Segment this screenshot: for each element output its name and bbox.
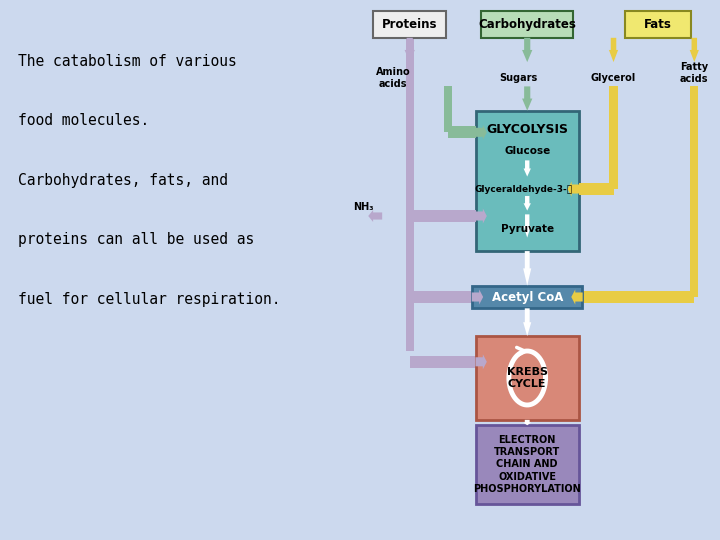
FancyArrow shape [472,289,483,305]
FancyArrow shape [571,289,582,305]
FancyArrow shape [475,354,487,369]
FancyBboxPatch shape [481,11,573,38]
Text: Proteins: Proteins [382,18,438,31]
Polygon shape [609,86,618,189]
Text: Glyceraldehyde-3-ⓟ: Glyceraldehyde-3-ⓟ [474,185,572,193]
Polygon shape [449,126,476,138]
Text: The catabolism of various: The catabolism of various [17,54,236,69]
Polygon shape [579,183,613,195]
Text: Pyruvate: Pyruvate [500,225,554,234]
Polygon shape [444,86,452,132]
Text: proteins can all be used as: proteins can all be used as [17,232,254,247]
Polygon shape [410,291,472,303]
FancyArrow shape [522,38,532,62]
FancyBboxPatch shape [476,426,579,503]
Polygon shape [582,291,694,303]
Text: Sugars: Sugars [499,73,537,83]
Polygon shape [690,86,698,297]
FancyArrow shape [690,38,699,62]
FancyBboxPatch shape [373,11,446,38]
FancyArrow shape [523,196,531,211]
FancyArrow shape [523,420,531,426]
Polygon shape [410,356,476,368]
Text: ELECTRON
TRANSPORT
CHAIN AND
OXIDATIVE
PHOSPHORYLATION: ELECTRON TRANSPORT CHAIN AND OXIDATIVE P… [473,435,581,494]
Text: food molecules.: food molecules. [17,113,149,129]
Text: Amino
acids: Amino acids [376,68,410,89]
FancyArrow shape [475,208,487,224]
FancyArrow shape [522,86,532,111]
FancyArrow shape [405,38,415,62]
FancyArrow shape [523,160,531,177]
FancyBboxPatch shape [624,11,690,38]
Text: GLYCOLYSIS: GLYCOLYSIS [486,123,568,136]
FancyBboxPatch shape [476,111,579,251]
FancyArrow shape [523,214,531,238]
Polygon shape [410,210,476,222]
FancyArrow shape [609,38,618,62]
FancyBboxPatch shape [476,336,579,420]
Polygon shape [405,38,414,351]
FancyArrow shape [523,251,531,286]
Text: Carbohydrates, fats, and: Carbohydrates, fats, and [17,173,228,188]
FancyArrow shape [368,210,382,222]
Text: Glycerol: Glycerol [591,73,636,83]
Text: NH₃: NH₃ [354,201,374,212]
Text: Fats: Fats [644,18,672,31]
FancyArrow shape [523,308,531,336]
Text: Fatty
acids: Fatty acids [680,62,708,84]
Text: Acetyl CoA: Acetyl CoA [492,291,563,303]
Text: Glucose: Glucose [504,146,550,156]
FancyArrow shape [567,181,579,197]
Text: KREBS
CYCLE: KREBS CYCLE [507,367,548,389]
FancyArrow shape [475,125,487,140]
FancyBboxPatch shape [472,286,582,308]
Text: fuel for cellular respiration.: fuel for cellular respiration. [17,292,280,307]
Text: Carbohydrates: Carbohydrates [478,18,576,31]
